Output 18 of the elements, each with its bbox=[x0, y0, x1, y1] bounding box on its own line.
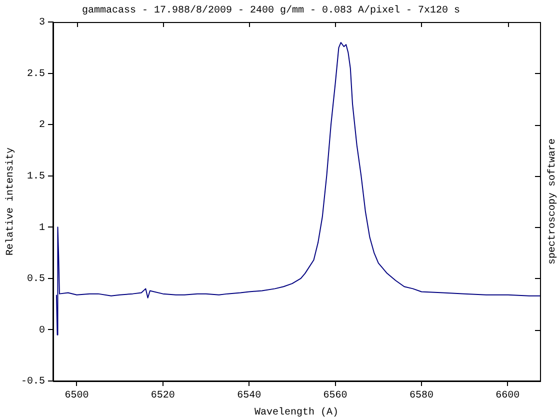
y-tick-label: 2.5 bbox=[26, 68, 46, 80]
chart-title: gammacass - 17.988/8/2009 - 2400 g/mm - 0.083 A/pixel - 7x120 s bbox=[82, 4, 460, 17]
y-tick-label: 1.5 bbox=[26, 172, 46, 182]
x-axis-title: Wavelength (A) bbox=[254, 406, 339, 419]
x-tick-label: 6540 bbox=[237, 390, 262, 402]
y-tick-label: 0.5 bbox=[26, 274, 46, 286]
x-tick-label: 6500 bbox=[64, 390, 89, 402]
y-tick-label: 0 bbox=[38, 325, 46, 336]
x-tick-label: 6580 bbox=[409, 390, 434, 402]
y-axis-title: Relative intensity bbox=[4, 147, 17, 256]
x-tick-label: 6600 bbox=[496, 390, 520, 402]
y-tick-label: 2 bbox=[38, 120, 46, 132]
y-tick-label: 1 bbox=[38, 222, 46, 234]
y-tick-label: -0.5 bbox=[20, 376, 46, 388]
y-tick-label: 3 bbox=[38, 18, 46, 29]
x-tick-label: 6560 bbox=[323, 390, 348, 402]
x-tick-label: 6520 bbox=[150, 390, 175, 402]
text: spectroscopy software bbox=[546, 138, 559, 265]
